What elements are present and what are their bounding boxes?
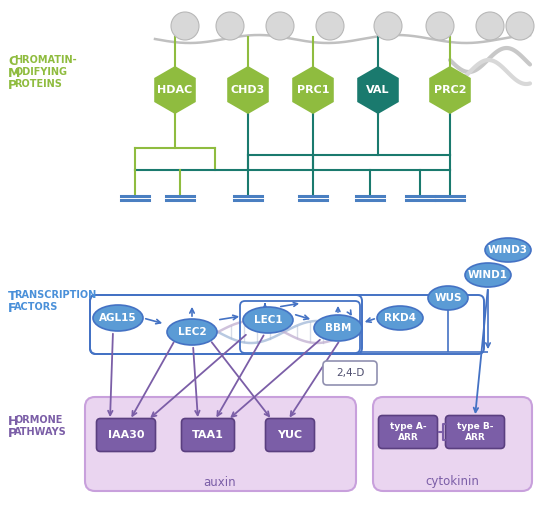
Circle shape bbox=[216, 12, 244, 40]
Text: type A-
ARR: type A- ARR bbox=[390, 422, 426, 442]
Text: T: T bbox=[8, 290, 17, 303]
Text: TAA1: TAA1 bbox=[192, 430, 224, 440]
Text: M: M bbox=[8, 67, 21, 80]
Text: WIND1: WIND1 bbox=[468, 270, 508, 280]
Text: H: H bbox=[8, 415, 18, 428]
Ellipse shape bbox=[314, 315, 362, 341]
Text: LEC2: LEC2 bbox=[178, 327, 206, 337]
Ellipse shape bbox=[167, 319, 217, 345]
FancyBboxPatch shape bbox=[379, 416, 437, 449]
Text: YUC: YUC bbox=[278, 430, 302, 440]
FancyBboxPatch shape bbox=[97, 418, 156, 452]
Text: cytokinin: cytokinin bbox=[425, 476, 479, 489]
FancyBboxPatch shape bbox=[323, 361, 377, 385]
Text: ODIFYING: ODIFYING bbox=[14, 67, 67, 77]
Text: HDAC: HDAC bbox=[157, 85, 193, 95]
Text: PRC2: PRC2 bbox=[434, 85, 466, 95]
Ellipse shape bbox=[93, 305, 143, 331]
Polygon shape bbox=[357, 66, 399, 114]
Text: HROMATIN-: HROMATIN- bbox=[14, 55, 77, 65]
Text: IAA30: IAA30 bbox=[108, 430, 144, 440]
Text: VAL: VAL bbox=[366, 85, 390, 95]
Polygon shape bbox=[154, 66, 196, 114]
Text: P: P bbox=[8, 427, 17, 440]
Text: ACTORS: ACTORS bbox=[14, 302, 58, 312]
Circle shape bbox=[506, 12, 534, 40]
Text: RKD4: RKD4 bbox=[384, 313, 416, 323]
Text: ROTEINS: ROTEINS bbox=[14, 79, 62, 89]
Circle shape bbox=[171, 12, 199, 40]
Text: WUS: WUS bbox=[434, 293, 462, 303]
FancyBboxPatch shape bbox=[181, 418, 234, 452]
FancyBboxPatch shape bbox=[446, 416, 504, 449]
Circle shape bbox=[316, 12, 344, 40]
FancyBboxPatch shape bbox=[266, 418, 314, 452]
Text: C: C bbox=[8, 55, 17, 68]
Text: WIND3: WIND3 bbox=[488, 245, 528, 255]
Text: F: F bbox=[8, 302, 17, 315]
Text: ATHWAYS: ATHWAYS bbox=[14, 427, 67, 437]
Circle shape bbox=[426, 12, 454, 40]
Ellipse shape bbox=[465, 263, 511, 287]
FancyBboxPatch shape bbox=[85, 397, 356, 491]
Text: 2,4-D: 2,4-D bbox=[336, 368, 364, 378]
Text: type B-
ARR: type B- ARR bbox=[457, 422, 493, 442]
Circle shape bbox=[374, 12, 402, 40]
FancyBboxPatch shape bbox=[373, 397, 532, 491]
Text: AGL15: AGL15 bbox=[99, 313, 137, 323]
Text: CHD3: CHD3 bbox=[231, 85, 265, 95]
Text: PRC1: PRC1 bbox=[297, 85, 329, 95]
Polygon shape bbox=[429, 66, 471, 114]
Ellipse shape bbox=[485, 238, 531, 262]
Polygon shape bbox=[227, 66, 269, 114]
Polygon shape bbox=[292, 66, 334, 114]
Text: P: P bbox=[8, 79, 17, 92]
Text: BBM: BBM bbox=[325, 323, 351, 333]
Ellipse shape bbox=[428, 286, 468, 310]
Ellipse shape bbox=[377, 306, 423, 330]
Text: RANSCRIPTION: RANSCRIPTION bbox=[14, 290, 96, 300]
Text: ORMONE: ORMONE bbox=[14, 415, 63, 425]
Circle shape bbox=[266, 12, 294, 40]
Text: auxin: auxin bbox=[204, 476, 237, 489]
Text: LEC1: LEC1 bbox=[254, 315, 282, 325]
Ellipse shape bbox=[243, 307, 293, 333]
Circle shape bbox=[476, 12, 504, 40]
